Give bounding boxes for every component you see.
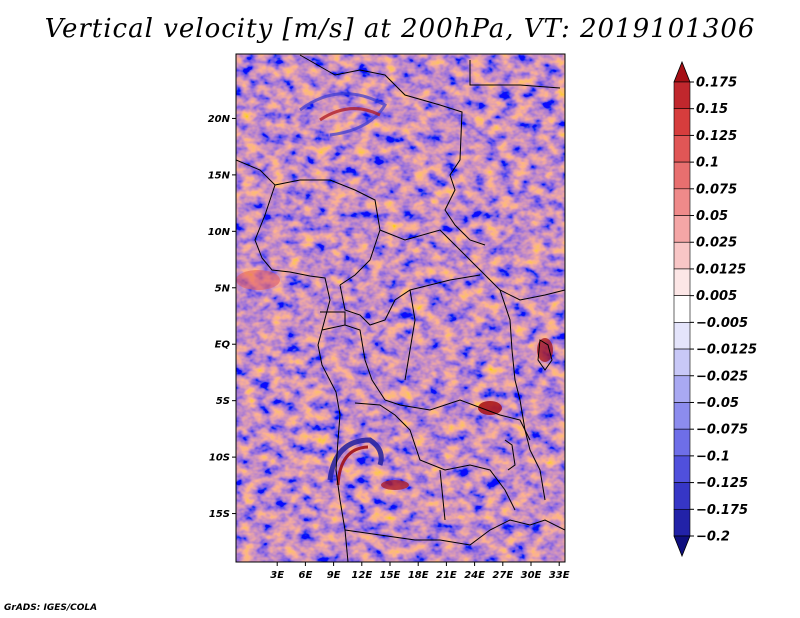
colorbar-swatch: [673, 215, 691, 243]
colorbar-level-label: 0.075: [696, 182, 737, 197]
colorbar-level-label: 0.125: [696, 129, 737, 144]
lon-tick-label: 33E: [549, 570, 570, 581]
lon-tick-label: 9E: [327, 570, 341, 581]
colorbar-swatch: [673, 188, 691, 216]
lat-tick-label: 5N: [215, 283, 231, 294]
colorbar-level-label: 0.175: [696, 76, 737, 91]
colorbar-swatch: [673, 348, 691, 377]
colorbar-level-label: 0.05: [696, 209, 728, 224]
lat-tick-label: 20N: [208, 114, 231, 125]
colorbar-swatch: [673, 455, 691, 483]
lon-tick-label: 30E: [521, 570, 542, 581]
colorbar-level-label: −0.025: [696, 369, 748, 384]
colorbar-swatch: [673, 81, 691, 110]
colorbar-level-label: 0.1: [696, 156, 719, 171]
lon-tick-label: 15E: [380, 570, 401, 581]
lon-tick-label: 12E: [351, 570, 372, 581]
colorbar-level-label: −0.1: [696, 449, 730, 464]
colorbar-swatch: [673, 241, 691, 270]
lon-tick-label: 21E: [436, 570, 457, 581]
lat-tick-label: 15S: [209, 509, 230, 520]
colorbar-swatch: [673, 375, 691, 403]
colorbar-top-arrow: [673, 60, 691, 83]
velocity-field: [236, 54, 565, 562]
colorbar-swatch: [673, 108, 691, 136]
colorbar-swatch: [673, 482, 691, 510]
lat-tick-label: 10N: [208, 227, 231, 238]
colorbar-bottom-arrow: [673, 535, 691, 558]
colorbar-level-label: 0.005: [696, 289, 737, 304]
grads-credit: GrADS: IGES/COLA: [4, 603, 98, 613]
colorbar-swatch: [673, 268, 691, 296]
colorbar-level-label: 0.0125: [696, 262, 746, 277]
country-borders: [236, 54, 565, 562]
lat-tick-label: 5S: [216, 396, 230, 407]
colorbar-swatch: [673, 135, 691, 163]
colorbar-swatch: [673, 161, 691, 190]
colorbar-swatch: [673, 402, 691, 430]
colorbar-level-label: −0.175: [696, 503, 748, 518]
colorbar-level-label: −0.075: [696, 423, 748, 438]
lat-tick-label: EQ: [215, 340, 231, 351]
colorbar-swatch: [673, 508, 691, 537]
latitude-axis: 20N 15N 10N 5N EQ 5S 10S 15S: [208, 114, 236, 520]
colorbar-level-label: −0.0125: [696, 343, 757, 358]
longitude-axis: 3E 6E 9E 12E 15E 18E 21E 24E 27E 30E 33E: [270, 562, 570, 581]
lat-tick-label: 10S: [209, 453, 230, 464]
map-frame: [235, 53, 566, 563]
colorbar-level-label: 0.15: [696, 102, 728, 117]
colorbar-swatch: [673, 295, 691, 323]
colorbar: 0.175 0.15 0.125 0.1 0.075 0.05 0.025 0.0125 0.0…: [673, 60, 757, 558]
lon-tick-label: 3E: [270, 570, 284, 581]
map-title: Vertical velocity [m/s] at 200hPa, VT: 2…: [44, 14, 756, 44]
lon-tick-label: 18E: [408, 570, 429, 581]
colorbar-level-label: −0.005: [696, 316, 748, 331]
lon-tick-label: 24E: [464, 570, 485, 581]
colorbar-swatch: [673, 428, 691, 457]
lat-tick-label: 15N: [208, 170, 231, 181]
colorbar-level-label: −0.125: [696, 476, 748, 491]
lon-tick-label: 27E: [492, 570, 513, 581]
colorbar-swatch: [673, 322, 691, 350]
lon-tick-label: 6E: [299, 570, 313, 581]
colorbar-level-label: −0.2: [696, 530, 730, 545]
colorbar-level-label: −0.05: [696, 396, 739, 411]
colorbar-level-label: 0.025: [696, 236, 737, 251]
